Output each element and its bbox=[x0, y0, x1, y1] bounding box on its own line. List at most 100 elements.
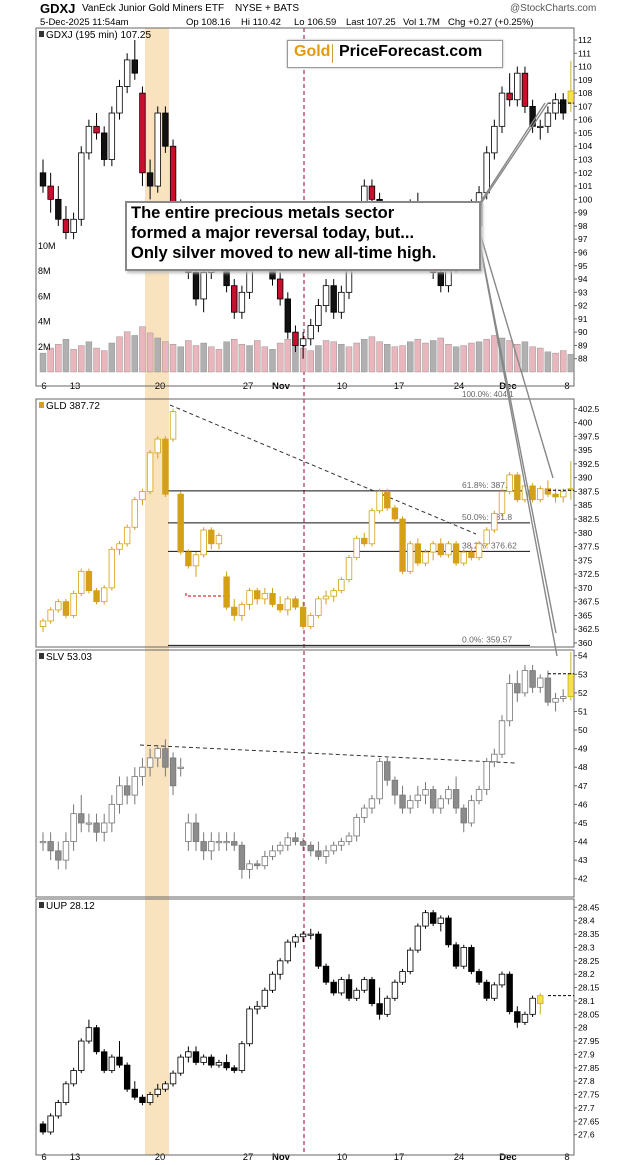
x-tick-label: 8 bbox=[564, 1152, 569, 1163]
candle-body bbox=[123, 785, 131, 796]
candle-body bbox=[70, 218, 77, 233]
y-tick-label: 95 bbox=[578, 261, 588, 271]
candle-body bbox=[292, 598, 299, 608]
fib-label: 0.0%: 359.57 bbox=[462, 634, 512, 644]
volume-bar bbox=[407, 341, 414, 373]
y-tick-label: 387.5 bbox=[578, 486, 600, 496]
candle-body bbox=[39, 841, 47, 844]
y-tick-label: 98 bbox=[578, 221, 588, 231]
ticker-description: VanEck Junior Gold Miners ETF bbox=[82, 3, 225, 14]
y-tick-label: 27.65 bbox=[578, 1116, 600, 1126]
candle-body bbox=[422, 789, 429, 796]
candle-body bbox=[414, 794, 422, 802]
candle-body bbox=[154, 112, 161, 187]
candle-body bbox=[123, 1064, 131, 1090]
candle-body bbox=[154, 748, 161, 759]
volume-bar bbox=[475, 341, 483, 373]
candle-body bbox=[338, 579, 345, 592]
volume-bar bbox=[460, 345, 467, 373]
candle-body bbox=[544, 112, 552, 127]
candle-body bbox=[62, 1083, 70, 1103]
y-tick-label: 89 bbox=[578, 340, 588, 350]
candle-body bbox=[269, 592, 276, 605]
candle-body bbox=[269, 850, 276, 857]
y-tick-label: 54 bbox=[578, 651, 588, 661]
y-tick-label: 50 bbox=[578, 725, 588, 735]
y-tick-label: 51 bbox=[578, 706, 588, 716]
fib-label: 50.0%: 381.8 bbox=[462, 512, 512, 522]
candle-body bbox=[475, 971, 483, 983]
candle-body bbox=[169, 411, 177, 440]
volume-bar bbox=[506, 340, 513, 373]
candle-body bbox=[506, 474, 513, 492]
panel-title: GDXJ (195 min) 107.25 bbox=[46, 30, 151, 41]
candle-body bbox=[406, 949, 414, 972]
panel-title-icon bbox=[39, 31, 44, 37]
candle-body bbox=[47, 609, 54, 622]
y-tick-label: 91 bbox=[578, 314, 588, 324]
volume-bar bbox=[399, 345, 406, 373]
high-value: Hi 110.42 bbox=[241, 17, 281, 28]
candle-body bbox=[560, 696, 567, 699]
volume-bar bbox=[162, 341, 169, 373]
candle-body bbox=[475, 789, 483, 802]
volume-bar bbox=[361, 339, 368, 373]
candle-body bbox=[537, 488, 544, 501]
candle-body bbox=[185, 551, 192, 567]
y-tick-label: 395 bbox=[578, 445, 592, 455]
volume-bar bbox=[192, 345, 200, 373]
callout-pointer bbox=[473, 212, 554, 479]
callout-pointer bbox=[475, 102, 549, 212]
callout-pointer bbox=[473, 212, 558, 657]
candle-body bbox=[231, 285, 238, 313]
fib-label: 100.0%: 404.1 bbox=[462, 390, 514, 399]
volume-bar bbox=[139, 326, 146, 373]
y-tick-label: 27.85 bbox=[578, 1063, 600, 1073]
candle-body bbox=[338, 291, 345, 313]
volume-bar bbox=[429, 340, 437, 373]
candle-body bbox=[315, 305, 322, 326]
candle-body bbox=[353, 989, 360, 999]
candle-body bbox=[162, 748, 169, 768]
candle-body bbox=[491, 125, 498, 154]
volume-bar bbox=[338, 344, 345, 373]
panel-title-icon bbox=[39, 402, 44, 408]
candle-body bbox=[391, 981, 399, 999]
y-tick-label: 88 bbox=[578, 354, 588, 364]
volume-bar bbox=[537, 347, 544, 373]
candle-body bbox=[422, 912, 429, 927]
y-tick-label: 102 bbox=[578, 168, 592, 178]
candle-body bbox=[284, 941, 291, 962]
candle-body bbox=[322, 850, 330, 857]
candle-body bbox=[330, 844, 337, 852]
volume-bar bbox=[261, 346, 269, 373]
candle-body bbox=[108, 1056, 116, 1071]
y-tick-label: 47 bbox=[578, 781, 588, 791]
y-tick-label: 27.8 bbox=[578, 1076, 595, 1086]
candle-body bbox=[238, 844, 246, 870]
volume-bar bbox=[108, 342, 116, 373]
candle-body bbox=[223, 576, 230, 608]
volume-bar bbox=[353, 342, 360, 373]
candle-body bbox=[514, 1011, 521, 1023]
y-tick-label: 372.5 bbox=[578, 569, 600, 579]
candle-body bbox=[215, 841, 223, 844]
candle-body bbox=[78, 813, 85, 824]
candle-body bbox=[192, 554, 200, 567]
y-tick-label: 370 bbox=[578, 583, 592, 593]
candle-body bbox=[85, 822, 93, 825]
y-tick-label: 360 bbox=[578, 638, 592, 648]
candle-body bbox=[521, 670, 529, 694]
y-tick-label: 101 bbox=[578, 181, 592, 191]
candle-body bbox=[491, 984, 498, 999]
candle-body bbox=[368, 979, 376, 1005]
x-tick-label: 13 bbox=[70, 1152, 81, 1163]
candle-body bbox=[276, 960, 284, 975]
volume-bar bbox=[238, 344, 246, 373]
candle-body bbox=[215, 535, 223, 545]
candle-body bbox=[307, 933, 314, 936]
x-tick-label: 10 bbox=[337, 1152, 348, 1163]
candle-body bbox=[101, 132, 108, 160]
y-tick-label: 28.35 bbox=[578, 929, 600, 939]
y-tick-label: 28 bbox=[578, 1023, 588, 1033]
